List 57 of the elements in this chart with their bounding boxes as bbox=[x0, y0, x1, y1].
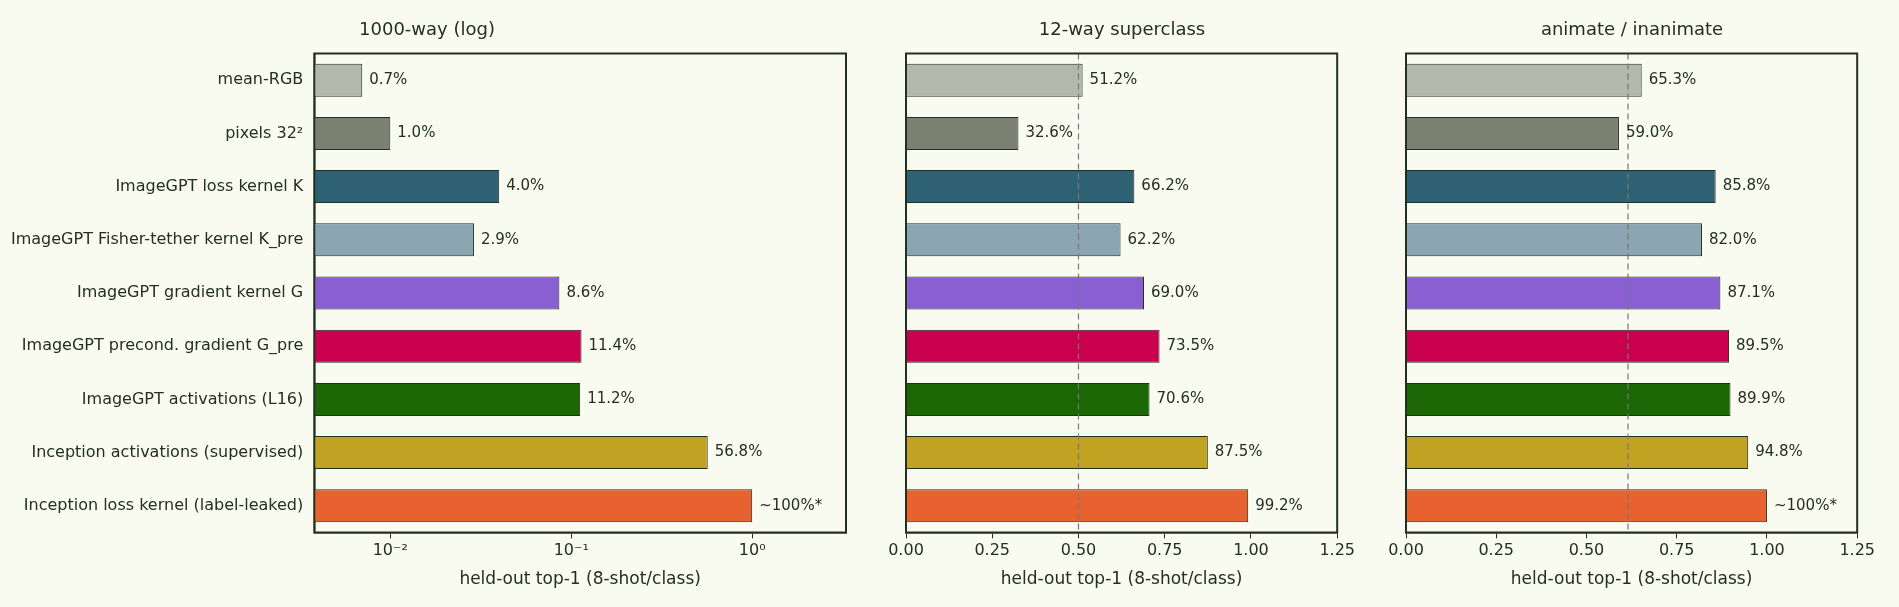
data-label: 8.6% bbox=[566, 282, 605, 301]
y-tick-label: ImageGPT Fisher-tether kernel K_pre bbox=[10, 228, 304, 249]
data-label: 94.8% bbox=[1755, 442, 1803, 461]
x-tick-label: 1.00 bbox=[1233, 540, 1269, 560]
x-axis-title: held-out top-1 (8-shot/class) bbox=[459, 568, 701, 589]
x-tick-label: 10⁰ bbox=[738, 540, 766, 560]
data-label: 1.0% bbox=[397, 123, 436, 142]
data-label: 87.5% bbox=[1214, 442, 1263, 461]
data-label: 89.9% bbox=[1737, 389, 1786, 408]
data-label: 4.0% bbox=[506, 176, 545, 195]
x-tick-label: 0.00 bbox=[1388, 540, 1424, 560]
y-tick-label: ImageGPT gradient kernel G bbox=[77, 282, 304, 302]
data-label: ~100%* bbox=[1773, 495, 1838, 514]
y-tick-label: mean-RGB bbox=[217, 69, 304, 89]
data-label: 32.6% bbox=[1025, 123, 1074, 142]
y-tick-label: pixels 32² bbox=[225, 122, 304, 142]
y-tick-label: ImageGPT loss kernel K bbox=[115, 175, 304, 195]
y-tick-label: Inception activations (supervised) bbox=[31, 441, 304, 461]
data-label: 65.3% bbox=[1648, 70, 1697, 89]
data-label: 51.2% bbox=[1089, 70, 1138, 89]
x-tick-label: 0.75 bbox=[1658, 540, 1695, 560]
y-tick-label: Inception loss kernel (label-leaked) bbox=[23, 494, 304, 514]
chart-title: animate / inanimate bbox=[1540, 18, 1724, 40]
x-tick-label: 10⁻² bbox=[372, 540, 408, 560]
data-label: 66.2% bbox=[1141, 176, 1190, 195]
x-tick-label: 0.50 bbox=[1060, 540, 1097, 560]
data-label: 82.0% bbox=[1708, 229, 1757, 248]
x-tick-label: 1.00 bbox=[1749, 540, 1785, 560]
x-tick-label: 1.25 bbox=[1319, 540, 1355, 560]
data-label: 2.9% bbox=[480, 229, 520, 248]
data-label: 11.2% bbox=[587, 389, 635, 408]
chart-title: 1000-way (log) bbox=[359, 18, 495, 40]
x-tick-label: 0.25 bbox=[1478, 540, 1515, 560]
y-tick-label: ImageGPT activations (L16) bbox=[81, 388, 304, 408]
chart-title: 12-way superclass bbox=[1038, 18, 1206, 40]
x-axis-title: held-out top-1 (8-shot/class) bbox=[1000, 568, 1243, 589]
data-label: 0.7% bbox=[369, 70, 408, 89]
data-label: ~100%* bbox=[759, 495, 823, 514]
data-label: 69.0% bbox=[1151, 282, 1199, 301]
data-label: 62.2% bbox=[1127, 229, 1176, 248]
x-axis-title: held-out top-1 (8-shot/class) bbox=[1510, 568, 1753, 589]
x-tick-label: 1.25 bbox=[1839, 540, 1875, 560]
data-label: 89.5% bbox=[1736, 336, 1784, 355]
x-tick-label: 0.00 bbox=[888, 540, 924, 560]
x-tick-label: 0.25 bbox=[974, 540, 1011, 560]
data-label: 59.0% bbox=[1625, 123, 1674, 142]
x-tick-label: 10⁻¹ bbox=[553, 540, 589, 560]
data-label: 11.4% bbox=[588, 336, 637, 355]
data-label: 56.8% bbox=[714, 442, 763, 461]
data-label: 87.1% bbox=[1727, 282, 1776, 301]
data-label: 70.6% bbox=[1156, 389, 1205, 408]
x-tick-label: 0.50 bbox=[1568, 540, 1605, 560]
data-label: 85.8% bbox=[1722, 176, 1771, 195]
y-tick-label: ImageGPT precond. gradient G_pre bbox=[21, 335, 304, 356]
data-label: 99.2% bbox=[1255, 495, 1303, 514]
data-label: 73.5% bbox=[1166, 336, 1215, 355]
x-tick-label: 0.75 bbox=[1146, 540, 1183, 560]
